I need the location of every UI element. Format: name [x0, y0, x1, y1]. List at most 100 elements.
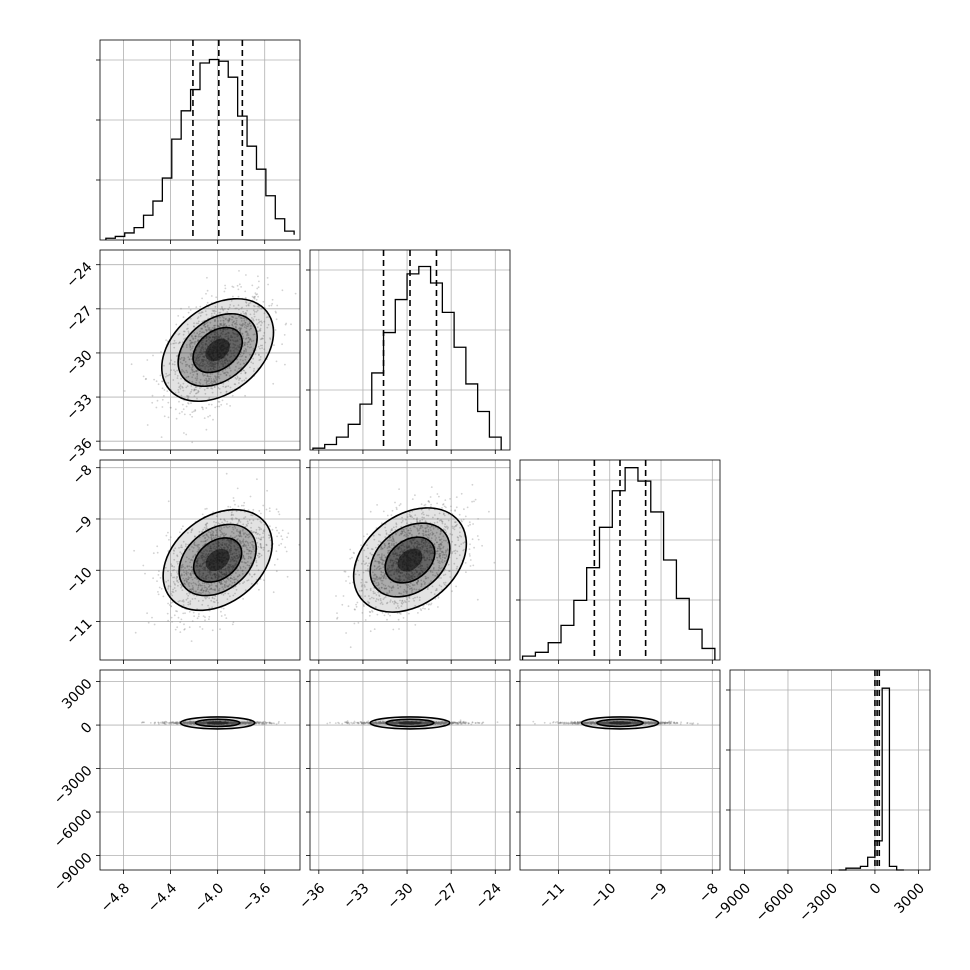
panel-1-0-sample-dot-1092	[173, 346, 176, 349]
panel-1-0-sample-dot-174	[218, 337, 221, 339]
panel-1-0-sample-dot-342	[246, 333, 249, 336]
panel-2-1-sample-dot-1268	[473, 500, 475, 503]
panel-1-0-sample-dot-618	[189, 342, 192, 344]
panel-2-0-sample-dot-579	[190, 640, 193, 642]
panel-1-0-sample-dot-260	[260, 307, 263, 310]
panel-1-0-sample-dot-1067	[214, 337, 217, 340]
panel-1-0-sample-dot-272	[249, 338, 252, 341]
panel-1-0-sample-dot-418	[151, 401, 154, 404]
panel-3-0-sample-dot-599	[153, 721, 156, 724]
panel-2-0-sample-dot-1341	[275, 526, 277, 529]
panel-1-0-sample-dot-706	[275, 318, 278, 321]
panel-1-0-sample-dot-754	[232, 286, 235, 288]
panel-1-0-sample-dot-745	[200, 358, 203, 361]
panel-1-0-sample-dot-667	[188, 358, 191, 360]
panel-2-0-sample-dot-653	[229, 506, 232, 508]
panel-1-0-sample-dot-517	[224, 308, 226, 310]
panel-1-0-sample-dot-207	[179, 385, 182, 388]
panel-1-0-sample-dot-1107	[257, 318, 260, 321]
panel-1-0-sample-dot-403	[231, 324, 234, 327]
panel-1-0-sample-dot-125	[241, 355, 244, 357]
panel-1-0-sample-dot-52	[196, 360, 199, 362]
panel-1-0-sample-dot-276	[198, 363, 201, 366]
panel-1-0-sample-dot-421	[198, 365, 201, 368]
panel-1-0-sample-dot-398	[232, 349, 235, 352]
panel-1-0-sample-dot-438	[210, 340, 213, 342]
panel-2-0-sample-dot-747	[286, 536, 288, 539]
panel-1-0-sample-dot-1267	[244, 394, 247, 397]
panel-1-0-sample-dot-636	[177, 342, 180, 345]
panel-1-0-sample-dot-721	[225, 390, 228, 393]
panel-2-1-sample-dot-240	[469, 555, 471, 557]
panel-2-0-sample-dot-1282	[193, 615, 196, 617]
panel-1-0-sample-dot-365	[195, 335, 197, 338]
panel-2-1-sample-dot-1090	[437, 596, 440, 599]
panel-1-0-sample-dot-1134	[235, 333, 238, 336]
panel-1-0-sample-dot-1073	[190, 352, 193, 355]
panel-1-0-sample-dot-70	[201, 372, 204, 374]
panel-1-0-sample-dot-806	[186, 363, 189, 366]
panel-1-0-sample-dot-737	[226, 371, 228, 373]
panel-1-0-sample-dot-771	[205, 329, 208, 332]
panel-1-0-sample-dot-644	[200, 349, 203, 352]
panel-1-0-sample-dot-897	[196, 355, 199, 358]
panel-1-0-sample-dot-959	[228, 367, 231, 369]
panel-1-0-sample-dot-1033	[226, 360, 229, 362]
panel-2-0-sample-dot-1146	[232, 621, 235, 624]
panel-1-0-sample-dot-240	[181, 385, 184, 388]
panel-1-0-sample-dot-400	[193, 395, 196, 397]
panel-1-0-sample-dot-131	[243, 350, 246, 352]
panel-1-0-sample-dot-73	[221, 333, 224, 336]
panel-2-1-sample-dot-229	[395, 506, 398, 509]
panel-1-0-sample-dot-67	[190, 342, 192, 345]
panel-1-0-sample-dot-914	[244, 321, 247, 324]
panel-1-0-sample-dot-936	[219, 323, 222, 326]
panel-1-0-sample-dot-1195	[189, 309, 192, 311]
panel-2-1-sample-dot-1117	[450, 505, 452, 508]
panel-1-0-sample-dot-188	[199, 348, 202, 351]
panel-2-1-sample-dot-742	[349, 582, 351, 585]
panel-2-1-sample-dot-406	[430, 503, 432, 506]
panel-1-0-sample-dot-1391	[271, 302, 274, 305]
panel-1-0-sample-dot-57	[234, 333, 237, 335]
panel-1-0-sample-dot-68	[260, 320, 263, 323]
panel-1-0-sample-dot-637	[206, 324, 209, 327]
panel-2-0-sample-dot-1170	[144, 572, 146, 575]
panel-1-0-sample-dot-492	[210, 364, 213, 366]
panel-1-0-sample-dot-656	[245, 313, 248, 316]
panel-2-1-sample-dot-866	[469, 565, 472, 567]
panel-1-0-sample-dot-967	[203, 359, 206, 361]
panel-1-0-sample-dot-714	[169, 406, 172, 409]
panel-1-0-sample-dot-391	[205, 330, 208, 332]
panel-3-0-sample-dot-654	[159, 721, 162, 724]
panel-1-0-sample-dot-686	[238, 327, 240, 330]
panel-2-0-sample-dot-157	[266, 489, 268, 492]
panel-2-0-sample-dot-123	[180, 618, 183, 621]
panel-1-0-sample-dot-481	[209, 329, 211, 331]
panel-1-0-sample-dot-765	[196, 317, 199, 320]
panel-1-0-sample-dot-20	[245, 377, 247, 380]
panel-1-0-sample-dot-241	[245, 356, 247, 359]
panel-2-1-sample-dot-1017	[465, 571, 467, 573]
panel-2-1-sample-dot-1253	[389, 614, 391, 617]
panel-1-0-sample-dot-541	[228, 318, 231, 320]
panel-2-1-sample-dot-1336	[394, 501, 396, 504]
panel-1-0-sample-dot-383	[194, 359, 197, 362]
panel-2-1-sample-dot-586	[411, 498, 414, 500]
panel-2-1-sample-dot-917	[373, 628, 376, 630]
panel-1-0-sample-dot-743	[213, 327, 215, 329]
panel-1-0-sample-dot-978	[281, 289, 284, 292]
panel-1-0-sample-dot-1042	[201, 328, 203, 330]
panel-2-1-sample-dot-362	[481, 544, 483, 547]
panel-1-0-sample-dot-396	[234, 325, 237, 328]
panel-1-0-sample-dot-732	[252, 339, 255, 342]
panel-1-0-sample-dot-338	[234, 327, 237, 329]
panel-1-0-sample-dot-1165	[221, 399, 224, 402]
panel-1-0-sample-dot-525	[238, 382, 240, 384]
panel-2-1-sample-dot-524	[343, 570, 346, 573]
panel-1-0-sample-dot-1152	[197, 353, 200, 356]
panel-1-0-sample-dot-1124	[238, 377, 241, 380]
panel-1-0-sample-dot-534	[232, 316, 235, 319]
panel-1-0-sample-dot-995	[224, 357, 227, 360]
panel-1-0-sample-dot-559	[177, 333, 180, 336]
